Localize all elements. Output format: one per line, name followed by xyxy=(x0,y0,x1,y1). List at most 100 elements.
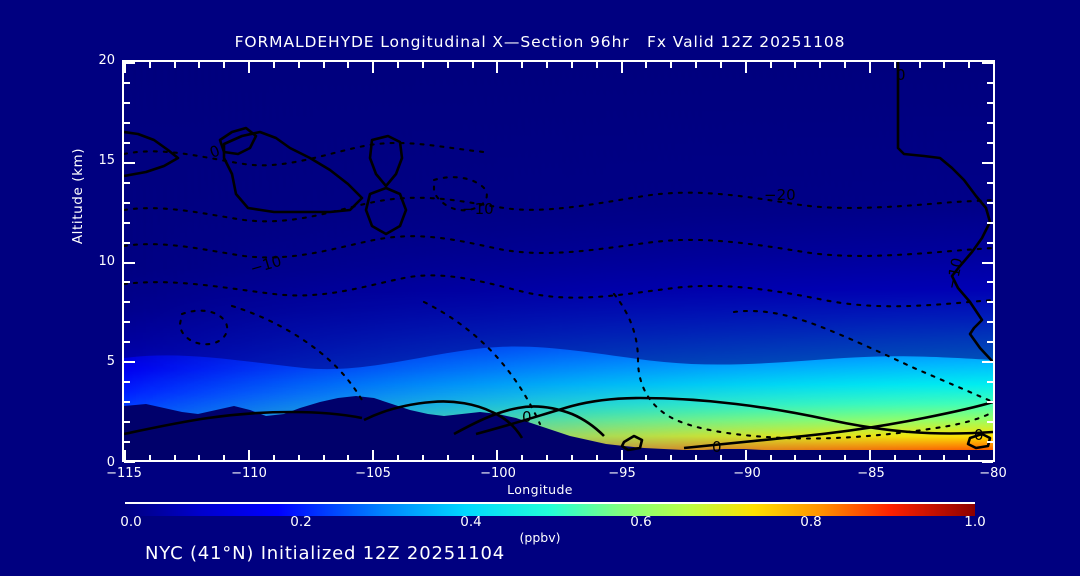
x-tickmark-top xyxy=(298,62,300,68)
x-axis-label: Longitude xyxy=(507,482,573,497)
x-tickmark xyxy=(546,455,548,461)
y-tick-15: 15 xyxy=(98,153,115,168)
x-tickmark xyxy=(968,455,970,461)
x-tickmark-top xyxy=(323,62,325,68)
x-tickmark-top xyxy=(869,62,871,73)
x-tickmark-top xyxy=(422,62,424,68)
y-tick-20: 20 xyxy=(98,53,115,68)
x-tickmark xyxy=(869,450,871,461)
x-tickmark-top xyxy=(571,62,573,68)
y-tickmark xyxy=(124,142,130,144)
x-tickmark-top xyxy=(993,62,995,73)
solid-contours xyxy=(124,62,993,452)
x-tickmark-top xyxy=(496,62,498,73)
x-tickmark-top xyxy=(596,62,598,68)
x-tickmark xyxy=(770,455,772,461)
y-tickmark-right xyxy=(987,102,993,104)
y-tickmark xyxy=(124,82,130,84)
y-tickmark-right xyxy=(987,381,993,383)
x-tickmark xyxy=(943,455,945,461)
x-tickmark-top xyxy=(472,62,474,68)
cross-section-field: 0 −10 −10 −20 −10 0 0 0 0 xyxy=(124,62,993,460)
y-tickmark-right xyxy=(987,401,993,403)
x-tickmark xyxy=(174,455,176,461)
x-tickmark xyxy=(496,450,498,461)
x-tickmark xyxy=(422,455,424,461)
plot-area: 0 −10 −10 −20 −10 0 0 0 0 xyxy=(122,60,995,462)
x-tickmark-top xyxy=(124,62,126,73)
y-tickmark-right xyxy=(987,122,993,124)
y-tickmark-right xyxy=(987,222,993,224)
x-tickmark xyxy=(919,455,921,461)
x-tickmark xyxy=(993,450,995,461)
y-tickmark xyxy=(124,301,130,303)
y-tickmark xyxy=(124,461,135,463)
y-tickmark xyxy=(124,122,130,124)
y-tickmark-right xyxy=(982,461,993,463)
x-tick-95: −95 xyxy=(608,466,636,481)
y-tickmark-right xyxy=(987,341,993,343)
x-tickmark-top xyxy=(447,62,449,68)
y-tickmark xyxy=(124,102,130,104)
y-tickmark xyxy=(124,242,130,244)
x-tickmark xyxy=(372,450,374,461)
x-tickmark xyxy=(819,455,821,461)
svg-text:−10: −10 xyxy=(462,200,494,218)
x-tickmark-top xyxy=(943,62,945,68)
y-tickmark xyxy=(124,281,130,283)
y-tickmark xyxy=(124,401,130,403)
x-tickmark-top xyxy=(372,62,374,73)
dotted-contours xyxy=(124,141,993,440)
x-tickmark xyxy=(571,455,573,461)
chart-title: FORMALDEHYDE Longitudinal X—Section 96hr… xyxy=(234,33,846,51)
x-tickmark-top xyxy=(968,62,970,68)
x-tickmark-top xyxy=(695,62,697,68)
x-tickmark-top xyxy=(248,62,250,73)
x-tickmark-top xyxy=(919,62,921,68)
y-tickmark xyxy=(124,182,130,184)
x-tickmark-top xyxy=(745,62,747,73)
x-tickmark-top xyxy=(720,62,722,68)
x-tickmark xyxy=(720,455,722,461)
x-tick-110: −110 xyxy=(231,466,267,481)
x-tickmark xyxy=(695,455,697,461)
field-upper-mask xyxy=(124,62,993,370)
y-tickmark xyxy=(124,381,130,383)
x-tickmark-top xyxy=(174,62,176,68)
svg-text:0: 0 xyxy=(896,66,906,84)
x-tickmark-top xyxy=(198,62,200,68)
x-tickmark-top xyxy=(273,62,275,68)
x-tickmark-top xyxy=(223,62,225,68)
x-tickmark xyxy=(149,455,151,461)
x-tickmark-top xyxy=(770,62,772,68)
x-tick-115: −115 xyxy=(106,466,142,481)
colorbar-unit-label: (ppbv) xyxy=(519,530,561,545)
x-tickmark-top xyxy=(844,62,846,68)
colorbar-gradient xyxy=(125,504,975,516)
x-tickmark xyxy=(323,455,325,461)
x-tickmark-top xyxy=(347,62,349,68)
colorbar-tick-0-2: 0.2 xyxy=(290,514,312,530)
y-tickmark xyxy=(124,341,130,343)
x-tickmark-top xyxy=(794,62,796,68)
y-tickmark-right xyxy=(987,281,993,283)
x-tickmark-top xyxy=(645,62,647,68)
y-tickmark-right xyxy=(987,301,993,303)
x-tickmark xyxy=(447,455,449,461)
colorbar-tick-0-8: 0.8 xyxy=(800,514,822,530)
x-tickmark xyxy=(347,455,349,461)
y-tickmark xyxy=(124,421,130,423)
y-tickmark xyxy=(124,162,135,164)
x-tickmark xyxy=(596,455,598,461)
y-tickmark-right xyxy=(987,441,993,443)
x-tickmark xyxy=(844,455,846,461)
y-tickmark-right xyxy=(987,82,993,84)
y-tick-5: 5 xyxy=(106,354,115,369)
x-tick-85: −85 xyxy=(857,466,885,481)
y-tickmark-right xyxy=(987,321,993,323)
x-tickmark-top xyxy=(894,62,896,68)
x-tickmark xyxy=(223,455,225,461)
svg-text:0: 0 xyxy=(712,438,722,456)
y-tickmark-right xyxy=(982,62,993,64)
y-tickmark-right xyxy=(982,262,993,264)
